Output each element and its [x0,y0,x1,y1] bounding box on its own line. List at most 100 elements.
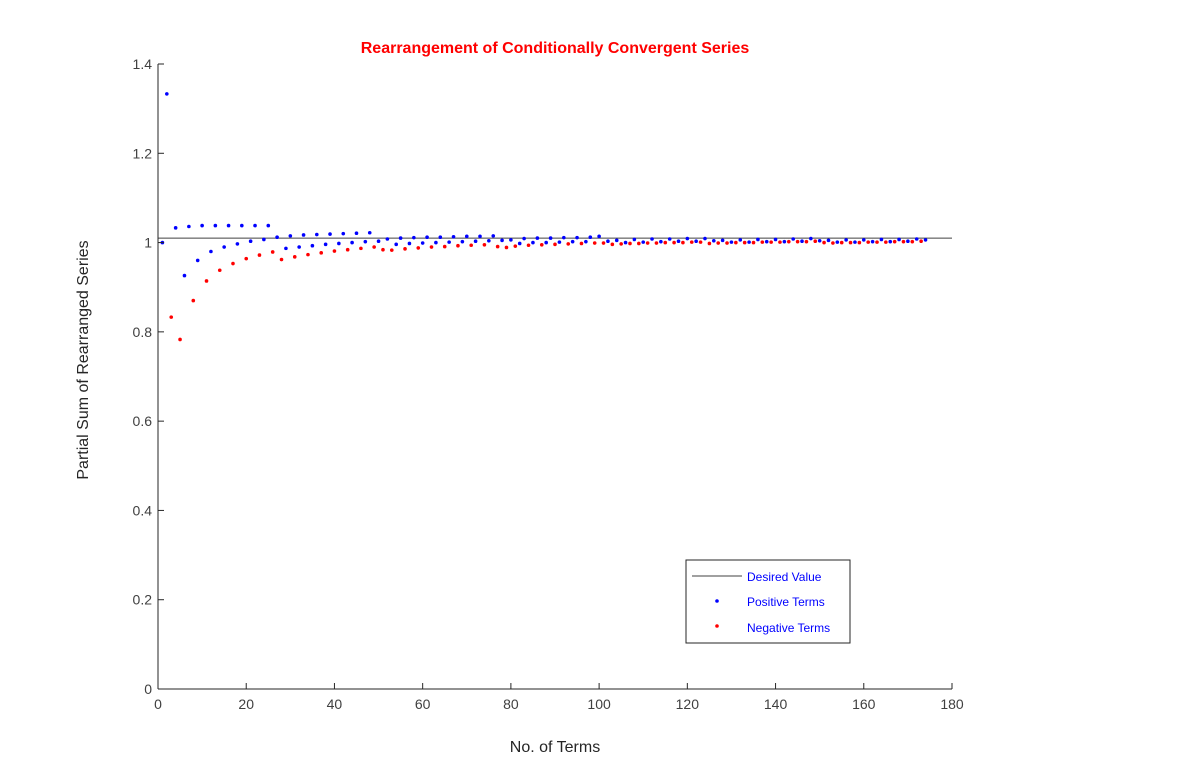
negative-terms-point [592,241,597,245]
positive-terms-point [438,235,443,240]
positive-terms-point [182,273,187,278]
negative-terms-point [619,242,623,246]
negative-terms-point [526,243,531,248]
negative-terms-point [716,241,721,245]
positive-terms-point [354,231,359,235]
positive-terms-point [826,238,831,243]
negative-terms-point [901,239,906,244]
positive-terms-point [376,239,381,244]
positive-terms-point [337,241,341,246]
legend-marker-positive-terms [715,599,719,603]
positive-terms-point [548,236,553,240]
x-axis-ticks: 0 20 40 60 80 100 120 140 160 180 [154,683,964,712]
y-tick-label: 0.6 [133,413,153,429]
negative-terms-point [579,241,584,246]
positive-terms-point [341,231,346,236]
positive-terms-point [747,240,751,244]
legend-marker-negative-terms [715,624,719,628]
positive-terms-point [817,238,822,243]
positive-terms-point [420,241,425,245]
positive-terms-point [328,232,332,236]
positive-terms-point [562,235,566,240]
positive-terms-point [879,237,884,242]
y-tick-label: 1 [144,235,152,251]
negative-terms-point [681,240,685,245]
positive-terms-point [213,223,218,228]
negative-terms-point [191,298,196,303]
negative-terms-point [778,240,782,244]
negative-terms-point [257,253,262,257]
positive-terms-point [173,226,178,230]
negative-terms-point [742,240,747,245]
positive-terms-point [764,239,769,244]
negative-terms-point [244,256,249,261]
positive-terms-point [195,258,200,263]
positive-terms-point [460,239,465,244]
negative-terms-point [601,241,606,245]
positive-terms-point [394,242,399,247]
negative-terms-point [469,243,473,248]
negative-terms-point [566,242,571,246]
negative-terms-point [760,240,765,244]
positive-terms-point [323,242,328,247]
negative-terms-point [504,245,509,250]
positive-terms-point [235,242,240,246]
negative-terms-point [169,315,174,319]
positive-terms-point [632,237,637,242]
negative-terms-point [839,240,844,245]
positive-terms-point [861,238,866,242]
negative-terms-point [372,245,376,249]
negative-terms-point [403,247,407,251]
negative-terms-point [831,241,835,245]
positive-terms-point [888,239,893,244]
x-tick-label: 0 [154,696,162,712]
positive-terms-point [782,239,787,244]
positive-terms-point [641,240,646,244]
negative-terms-point [734,240,738,245]
positive-terms-point [491,234,496,238]
positive-terms-point [240,223,244,228]
x-tick-label: 140 [764,696,788,712]
chart-title: Rearrangement of Conditionally Convergen… [361,40,750,57]
positive-terms-point [288,234,293,238]
y-tick-label: 0.2 [133,592,153,608]
positive-terms-point [773,237,778,242]
positive-terms-point [729,240,734,244]
y-tick-label: 0.4 [133,502,153,518]
positive-terms-point [531,240,535,245]
x-tick-label: 180 [940,696,964,712]
positive-terms-point [650,237,654,241]
negative-terms-point [332,249,337,253]
positive-terms-point [500,238,504,243]
legend-label-positive-terms: Positive Terms [747,595,825,609]
positive-terms-point [487,238,491,243]
negative-terms-point [919,239,923,244]
negative-terms-point [698,240,703,244]
positive-terms-point [412,235,416,240]
negative-terms-point [389,248,394,252]
positive-terms-point [535,236,540,240]
x-tick-label: 40 [327,696,343,712]
positive-terms-point [597,234,601,239]
positive-terms-point [712,238,716,243]
y-tick-label: 0.8 [133,324,153,340]
positive-terms-point [544,240,548,245]
positive-terms-point [522,236,526,241]
negative-terms-point [689,240,694,244]
negative-terms-point [875,240,879,244]
negative-terms-point [654,241,659,245]
positive-terms-point [614,238,619,243]
positive-terms-point [464,234,469,239]
positive-terms-point [425,235,429,240]
positive-terms-point [685,236,690,241]
positive-terms-point [284,246,288,251]
negative-terms-point [306,252,310,257]
positive-terms-point [275,235,279,240]
positive-terms-point [297,245,301,249]
positive-terms-point [800,239,804,244]
positive-terms-point [253,223,257,228]
legend: Desired Value Positive Terms Negative Te… [685,559,851,644]
positive-terms-point [209,249,213,254]
negative-terms-point [725,241,729,245]
